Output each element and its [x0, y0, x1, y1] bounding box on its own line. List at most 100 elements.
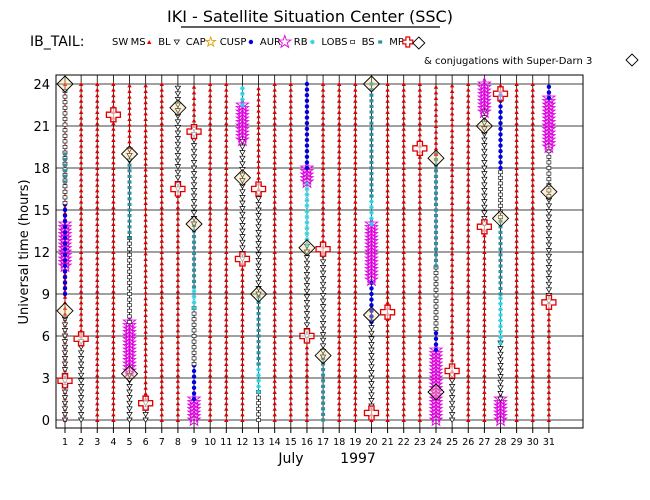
- bs-marker: [321, 407, 326, 411]
- ms-marker: [530, 345, 535, 350]
- bl-marker: [545, 231, 553, 237]
- ms-marker: [111, 87, 116, 92]
- ms-marker: [433, 146, 439, 151]
- bs-marker: [256, 340, 261, 344]
- ms-marker: [240, 390, 245, 394]
- mp-crossing-marker: [541, 294, 557, 311]
- ms-marker: [530, 227, 535, 232]
- ms-marker: [320, 115, 326, 120]
- ms-marker: [272, 87, 277, 92]
- ms-marker: [401, 233, 406, 238]
- ms-marker: [143, 391, 148, 396]
- ms-marker: [530, 317, 535, 322]
- ms-marker: [240, 294, 245, 299]
- bl-marker: [255, 213, 262, 219]
- ms-marker: [288, 87, 294, 92]
- conjugation-diamond: [314, 346, 332, 365]
- ms-marker: [288, 283, 294, 288]
- ms-marker: [449, 145, 455, 149]
- cusp-marker: [546, 84, 552, 90]
- ms-marker: [417, 182, 423, 187]
- lobs-marker: [127, 275, 132, 280]
- ms-marker: [353, 227, 358, 232]
- ms-marker: [385, 294, 390, 299]
- ms-marker: [337, 328, 342, 333]
- ms-marker: [417, 115, 423, 120]
- cusp-marker: [191, 391, 197, 396]
- ms-marker: [272, 143, 277, 148]
- ms-marker: [111, 222, 116, 226]
- ms-marker: [449, 240, 455, 245]
- ms-marker: [78, 306, 84, 310]
- bl-marker: [190, 199, 198, 205]
- ms-marker: [78, 278, 84, 282]
- ms-marker: [207, 171, 213, 176]
- ms-marker: [337, 334, 342, 338]
- ms-marker: [353, 115, 358, 120]
- lobs-marker: [191, 328, 197, 333]
- bl-marker: [255, 291, 262, 298]
- ms-marker: [401, 401, 406, 406]
- ms-marker: [78, 322, 84, 327]
- lobs-marker: [433, 327, 439, 331]
- ms-marker: [288, 98, 294, 103]
- ms-marker: [224, 289, 229, 294]
- ms-marker: [337, 356, 342, 361]
- ms-marker: [78, 227, 84, 232]
- aur-marker: [186, 394, 202, 409]
- ms-marker: [449, 83, 455, 88]
- bl-marker: [319, 337, 327, 344]
- ms-marker: [417, 87, 423, 92]
- ms-marker: [111, 154, 116, 159]
- ms-marker: [401, 378, 406, 383]
- ms-marker: [207, 250, 213, 254]
- ms-marker: [530, 250, 535, 254]
- ms-marker: [95, 278, 100, 282]
- ms-marker: [175, 373, 181, 378]
- ms-marker: [78, 132, 84, 137]
- bs-marker: [433, 242, 438, 246]
- ms-marker: [111, 210, 116, 215]
- aur-marker: [122, 363, 138, 378]
- bl-marker: [255, 246, 262, 253]
- ms-marker: [272, 350, 277, 355]
- ms-marker: [207, 328, 213, 333]
- bl-marker: [497, 374, 504, 380]
- ms-marker: [78, 238, 84, 243]
- ms-marker: [401, 143, 406, 148]
- ms-marker: [272, 300, 277, 305]
- ms-marker: [95, 255, 100, 260]
- ms-marker: [272, 104, 277, 109]
- ms-marker: [78, 182, 84, 187]
- ms-marker: [111, 216, 116, 221]
- ms-marker: [353, 154, 358, 159]
- ms-marker: [385, 205, 390, 210]
- region-interval: [143, 83, 148, 401]
- ms-marker: [95, 345, 100, 350]
- ms-marker: [207, 177, 213, 182]
- ms-marker: [95, 233, 100, 238]
- ms-marker: [530, 373, 535, 378]
- aur-marker: [428, 380, 444, 395]
- ms-marker: [304, 356, 310, 361]
- ms-marker: [127, 100, 132, 105]
- ms-marker: [95, 311, 100, 316]
- ms-marker: [143, 94, 148, 99]
- ms-marker: [337, 339, 342, 344]
- ms-marker: [320, 98, 326, 103]
- region-interval: [78, 82, 84, 338]
- legend-ms-icon: [147, 40, 152, 44]
- ms-marker: [207, 233, 213, 238]
- rb-marker: [256, 378, 261, 384]
- ms-marker: [111, 166, 116, 170]
- lobs-marker: [127, 241, 132, 246]
- aur-marker: [234, 111, 250, 126]
- ms-marker: [466, 210, 471, 215]
- ms-marker: [159, 395, 164, 400]
- ms-marker: [514, 289, 519, 294]
- ms-marker: [111, 160, 116, 165]
- bs-marker: [433, 214, 438, 218]
- aur-marker: [476, 90, 492, 105]
- bl-marker: [190, 188, 198, 194]
- rb-marker: [498, 323, 503, 329]
